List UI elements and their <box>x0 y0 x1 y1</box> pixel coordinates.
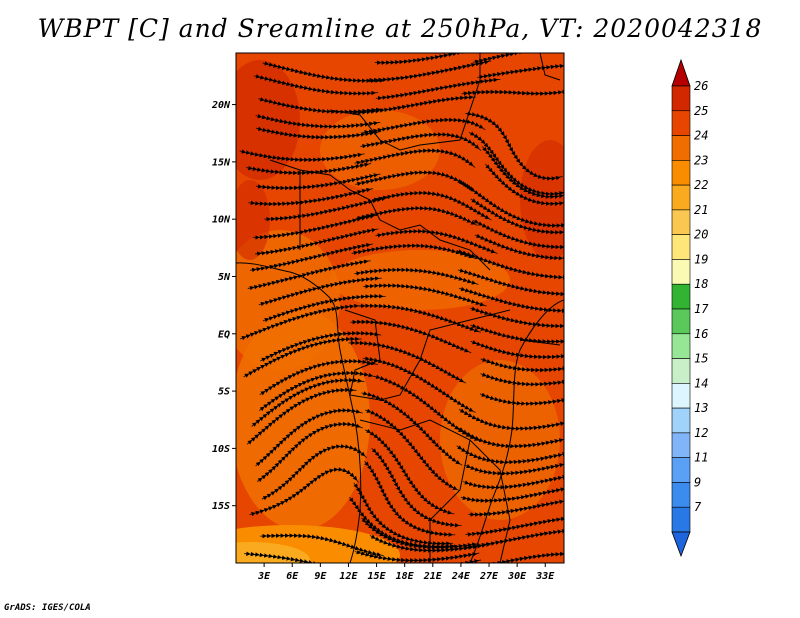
colorbar-label: 25 <box>694 104 708 118</box>
colorbar-swatch <box>671 85 691 112</box>
colorbar-swatch <box>671 135 691 161</box>
chart-title: WBPT [C] and Sreamline at 250hPa, VT: 20… <box>37 14 763 43</box>
lat-tick-label: 15S <box>212 501 230 512</box>
streamline <box>249 467 359 517</box>
colorbar-swatch <box>671 308 691 335</box>
map-frame <box>235 52 565 564</box>
colorbar-swatch <box>671 358 691 384</box>
colorbar-label: 11 <box>694 451 708 465</box>
streamline <box>354 267 479 285</box>
lon-tick-label: 30E <box>507 571 527 582</box>
colorbar-swatch <box>671 383 691 409</box>
lon-tick-label: 21E <box>423 571 443 582</box>
colorbar-label: 22 <box>694 178 708 192</box>
streamline <box>360 132 482 151</box>
colorbar-label: 14 <box>694 376 708 390</box>
streamline <box>239 303 362 341</box>
latitude-axis: 20N 15N 10N 5N EQ 5S 10S 15S <box>211 100 236 512</box>
lon-tick-label: 6E <box>286 571 299 582</box>
colorbar-swatch <box>671 184 691 211</box>
colorbar-label: 19 <box>694 252 708 266</box>
lon-tick-label: 3E <box>257 571 271 582</box>
colorbar: 7 9 11 12 13 14 15 16 17 18 19 20 21 22 23 24 25 26 <box>671 58 709 558</box>
colorbar-swatch <box>671 407 691 434</box>
colorbar-swatch <box>671 110 691 136</box>
lon-tick-label: 9E <box>314 571 327 582</box>
lat-tick-label: 20N <box>211 100 231 111</box>
colorbar-swatch <box>671 432 691 458</box>
grads-credit: GrADS: IGES/COLA <box>4 603 91 613</box>
streamline <box>479 390 564 406</box>
streamline <box>354 148 476 168</box>
colorbar-label: 24 <box>694 129 708 143</box>
streamline <box>462 527 564 551</box>
colorbar-label: 16 <box>694 327 708 341</box>
colorbar-label: 12 <box>694 426 708 440</box>
streamline <box>480 357 564 373</box>
colorbar-swatch <box>671 333 691 359</box>
lat-tick-label: 5S <box>218 387 230 398</box>
colorbar-swatch <box>671 457 691 483</box>
streamline <box>255 126 382 140</box>
lon-tick-label: 18E <box>396 571 415 582</box>
colorbar-swatch <box>671 160 691 186</box>
streamline <box>477 62 564 80</box>
streamline <box>255 113 381 129</box>
colorbar-label: 18 <box>694 277 708 291</box>
streamline <box>239 149 365 163</box>
colorbar-label: 23 <box>694 153 708 167</box>
lon-tick-label: 24E <box>451 571 471 582</box>
colorbar-label: 15 <box>694 352 708 366</box>
colorbar-swatch <box>671 209 691 235</box>
lon-tick-label: 15E <box>368 571 387 582</box>
lat-tick-label: 10N <box>212 215 231 226</box>
streamline <box>472 53 564 65</box>
colorbar-label: 21 <box>694 203 708 217</box>
streamline <box>253 74 379 96</box>
longitude-axis: 3E 6E 9E 12E 15E 18E 21E 24E 27E 30E 33E <box>257 563 555 582</box>
colorbar-label: 9 <box>694 475 701 489</box>
streamline <box>355 170 476 193</box>
streamline <box>246 162 372 176</box>
colorbar-swatch <box>671 259 691 285</box>
streamline <box>470 339 564 360</box>
lon-tick-label: 12E <box>339 571 358 582</box>
streamline <box>350 95 476 116</box>
streamline <box>243 551 367 563</box>
wbpt-shading <box>236 53 564 563</box>
colorbar-label: 17 <box>694 302 709 316</box>
lat-tick-label: EQ <box>218 329 230 340</box>
colorbar-label: 13 <box>694 401 708 415</box>
colorbar-swatch <box>671 234 691 260</box>
lat-tick-label: 15N <box>212 157 231 168</box>
streamline <box>461 87 564 96</box>
streamline <box>468 495 564 517</box>
lat-tick-label: 10S <box>212 444 230 455</box>
colorbar-label: 20 <box>694 228 708 242</box>
lat-tick-label: 5N <box>218 272 231 283</box>
streamline <box>480 372 564 387</box>
lon-tick-label: 33E <box>535 571 555 582</box>
streamline <box>470 551 564 563</box>
colorbar-swatch <box>671 283 691 310</box>
streamlines <box>239 53 564 563</box>
colorbar-swatch <box>671 482 691 508</box>
colorbar-label: 7 <box>694 500 702 514</box>
colorbar-top-arrow <box>671 58 691 87</box>
colorbar-swatch <box>671 506 691 533</box>
streamline <box>351 243 476 259</box>
colorbar-label: 26 <box>694 79 708 93</box>
colorbar-bottom-arrow <box>671 531 691 558</box>
lon-tick-label: 27E <box>479 571 499 582</box>
coastlines <box>236 53 564 563</box>
streamline <box>355 205 478 226</box>
